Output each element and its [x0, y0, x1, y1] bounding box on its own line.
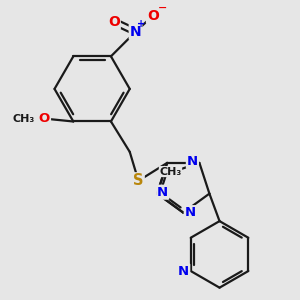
Text: N: N: [185, 206, 196, 219]
Text: N: N: [178, 265, 189, 278]
Text: CH₃: CH₃: [159, 167, 182, 177]
Text: S: S: [133, 173, 144, 188]
Text: N: N: [130, 25, 141, 39]
Text: N: N: [187, 155, 198, 168]
Text: N: N: [157, 186, 168, 199]
Text: −: −: [158, 3, 167, 13]
Text: O: O: [108, 15, 120, 28]
Text: CH₃: CH₃: [12, 114, 35, 124]
Text: O: O: [39, 112, 50, 125]
Text: +: +: [137, 19, 145, 29]
Text: O: O: [147, 9, 159, 23]
